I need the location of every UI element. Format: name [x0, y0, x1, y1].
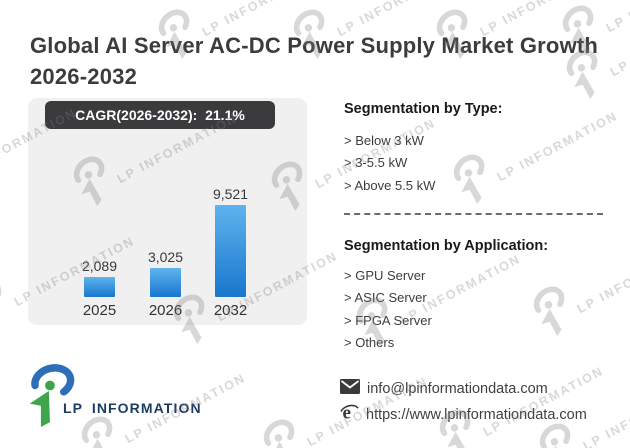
- contact-email-row: info@lpinformationdata.com: [340, 379, 548, 399]
- browser-e-icon: e: [340, 403, 359, 427]
- contact-website-row: e https://www.lpinformationdata.com: [340, 403, 587, 427]
- contact-email[interactable]: info@lpinformationdata.com: [367, 381, 548, 397]
- watermark: LP INFORMATION: [524, 213, 630, 341]
- segmentation-item: > Others: [344, 335, 395, 351]
- segmentation-type-heading: Segmentation by Type:: [344, 101, 503, 117]
- segmentation-item: > FPGA Server: [344, 312, 432, 328]
- segmentation-item: > Below 3 kW: [344, 133, 424, 148]
- bar-plot: 2,089 2025 3,025 2026 9,521 2032: [28, 98, 307, 325]
- segmentation-application-list: > GPU Server > ASIC Server > FPGA Server > …: [344, 268, 432, 358]
- page-title-line1: Global AI Server AC-DC Power Supply Mark…: [30, 33, 599, 58]
- watermark-text: LP INFORMATION: [494, 108, 621, 185]
- segmentation-item: > ASIC Server: [344, 290, 427, 306]
- segmentation-item: > Above 5.5 kW: [344, 177, 436, 193]
- segmentation-item: > GPU Server: [344, 268, 426, 283]
- lp-information-logo-icon: [27, 360, 75, 433]
- brand-name: LP INFORMATION: [63, 400, 202, 416]
- page-title-line2: 2026-2032: [30, 64, 138, 89]
- bar-2032: [215, 205, 246, 297]
- envelope-icon: [340, 379, 360, 399]
- bar-value-label: 9,521: [212, 186, 249, 202]
- watermark: LP INFORMATION: [530, 350, 630, 448]
- bar-value-label: 3,025: [147, 249, 184, 265]
- watermark-text: LP INFORMATION: [574, 240, 630, 317]
- svg-text:e: e: [343, 403, 351, 422]
- segmentation-item: > 3-5.5 kW: [344, 155, 408, 171]
- divider-dashed: [344, 213, 603, 215]
- cagr-badge: CAGR(2026-2032): 21.1%: [45, 101, 275, 129]
- contact-website[interactable]: https://www.lpinformationdata.com: [366, 407, 587, 423]
- watermark: LP INFORMATION: [72, 343, 251, 448]
- bar-category-label: 2032: [213, 302, 248, 319]
- segmentation-application-heading: Segmentation by Application:: [344, 238, 549, 254]
- bar-category-label: 2026: [148, 302, 183, 319]
- bar-2026: [150, 268, 181, 297]
- page-title: Global AI Server AC-DC Power Supply Mark…: [30, 30, 615, 92]
- bar-value-label: 2,089: [81, 258, 118, 274]
- segmentation-type-list: > Below 3 kW > 3-5.5 kW > Above 5.5 kW: [344, 133, 435, 200]
- bar-2025: [84, 277, 115, 297]
- chart-card: CAGR(2026-2032): 21.1% 2,089 2025 3,025 202…: [28, 98, 307, 325]
- bar-category-label: 2025: [82, 302, 117, 319]
